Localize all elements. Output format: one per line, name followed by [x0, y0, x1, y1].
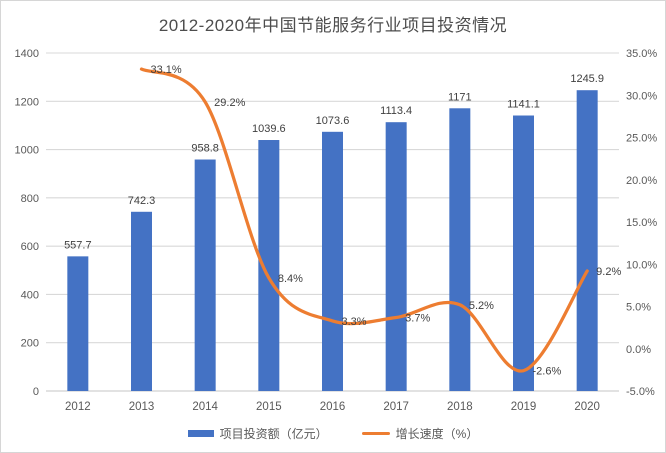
left-axis-tick-label: 800	[21, 193, 39, 205]
bar-2013	[131, 211, 152, 391]
bar-label-2016: 1073.6	[316, 115, 350, 127]
growth-rate-line	[139, 67, 589, 373]
x-axis-label-2015: 2015	[256, 401, 282, 413]
x-axis-labels: 2012 2013 2014 2015 2016 2017 2018 2019 2020	[65, 401, 600, 413]
right-axis-tick-label: 25.0%	[626, 133, 657, 145]
chart-legend: 项目投资额（亿元） 增长速度（%）	[1, 425, 665, 442]
x-axis-label-2019: 2019	[511, 401, 537, 413]
right-axis-tick-label: 10.0%	[626, 259, 657, 271]
bar-label-2012: 557.7	[64, 239, 92, 251]
bar-2017	[385, 122, 407, 392]
right-axis-tick-label: 30.0%	[626, 90, 657, 102]
line-label-2015: 8.4%	[278, 273, 303, 285]
bar-2020	[576, 90, 598, 392]
right-axis-ticks: -5.0% 0.0% 5.0% 10.0% 15.0% 20.0% 25.0% 30.0% 35…	[626, 48, 657, 398]
bar-2016	[322, 131, 343, 391]
bar-label-2019: 1141.1	[507, 99, 540, 111]
left-axis-ticks: 0 200 400 600 800 1000 1200 1400	[15, 48, 39, 398]
line-label-2019: -2.6%	[533, 366, 562, 378]
legend-label-investment: 项目投资额（亿元）	[219, 427, 328, 441]
bar-2012	[67, 256, 89, 391]
line-label-2018: 5.2%	[469, 300, 494, 312]
legend-label-growth: 增长速度（%）	[395, 427, 479, 441]
x-axis-label-2017: 2017	[383, 401, 409, 413]
left-axis-tick-label: 1200	[15, 96, 39, 108]
right-axis-tick-label: 5.0%	[626, 302, 651, 314]
line-label-2014: 29.2%	[214, 97, 245, 109]
line-label-2016: 3.3%	[342, 316, 367, 328]
left-axis-tick-label: 600	[21, 241, 39, 253]
right-axis-tick-label: 35.0%	[626, 48, 657, 60]
chart-title: 2012-2020年中国节能服务行业项目投资情况	[158, 16, 508, 35]
x-axis-label-2020: 2020	[574, 401, 600, 413]
x-axis-label-2014: 2014	[192, 401, 218, 413]
legend-item-investment: 项目投资额（亿元）	[187, 425, 328, 442]
bar-label-2013: 742.3	[128, 195, 156, 207]
legend-line-swatch-icon	[361, 432, 390, 435]
bar-2018	[449, 108, 471, 391]
legend-bar-swatch-icon	[187, 430, 214, 437]
left-axis-tick-label: 1400	[15, 48, 39, 60]
bar-2014	[194, 159, 216, 391]
line-label-2020: 9.2%	[596, 266, 621, 278]
line-series: 33.1% 29.2% 8.4% 3.3% 3.7% 5.2% -2.6% 9.2%	[139, 64, 621, 378]
bar-label-2018: 1171	[448, 91, 472, 103]
left-axis-tick-label: 200	[21, 338, 39, 350]
right-axis-tick-label: 20.0%	[626, 175, 657, 187]
bar-label-2015: 1039.6	[252, 123, 286, 135]
bar-label-2020: 1245.9	[570, 73, 604, 85]
left-axis-tick-label: 0	[33, 386, 39, 398]
bar-label-2017: 1113.4	[380, 105, 412, 117]
right-axis-tick-label: -5.0%	[626, 386, 655, 398]
left-axis-tick-label: 400	[21, 289, 39, 301]
right-axis-tick-label: 0.0%	[626, 344, 651, 356]
bar-label-2014: 958.8	[191, 143, 219, 155]
bar-2015	[258, 140, 280, 391]
right-axis-tick-label: 15.0%	[626, 217, 657, 229]
x-axis-label-2013: 2013	[129, 401, 155, 413]
x-axis-label-2018: 2018	[447, 401, 473, 413]
x-axis-label-2012: 2012	[65, 401, 91, 413]
legend-item-growth: 增长速度（%）	[361, 425, 479, 442]
left-axis-tick-label: 1000	[15, 145, 39, 157]
bar-series: 557.7 742.3 958.8 1039.6 1073.6 1113.4 1171 114…	[64, 73, 604, 392]
x-axis-label-2016: 2016	[320, 401, 346, 413]
line-label-2017: 3.7%	[405, 312, 430, 324]
line-label-2013: 33.1%	[151, 64, 182, 76]
bar-2019	[513, 115, 534, 391]
